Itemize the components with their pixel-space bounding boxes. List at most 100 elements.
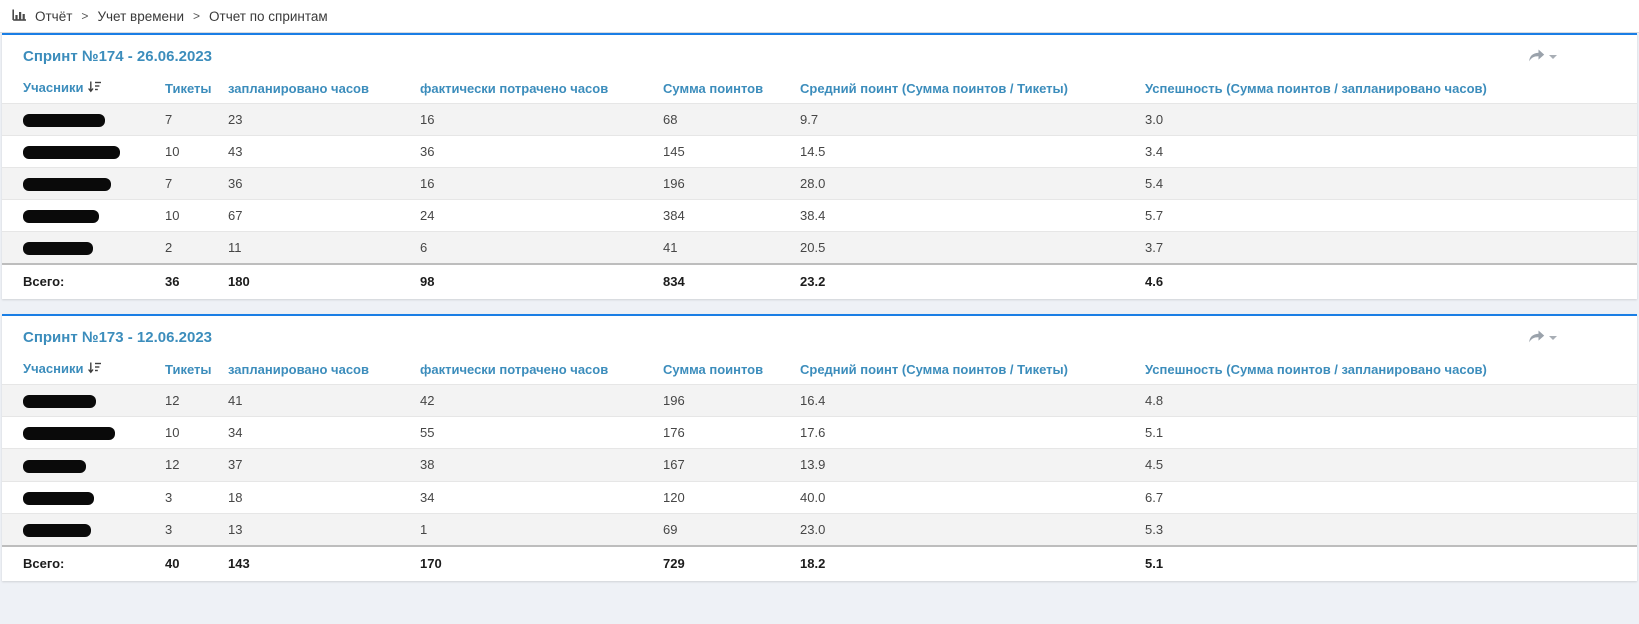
cell-participant	[2, 417, 165, 449]
cell-success: 5.1	[1145, 425, 1164, 441]
cell-avg: 17.6	[800, 425, 826, 441]
cell-tickets: 3	[165, 521, 173, 537]
column-header-success[interactable]: Успешность (Сумма поинтов / запланирован…	[1145, 361, 1487, 377]
cell-points: 41	[663, 240, 678, 256]
table-row: 12 37 38 167 13.9 4.5	[2, 448, 1637, 481]
table-row: 12 41 42 196 16.4 4.8	[2, 384, 1637, 417]
cell-participant	[2, 104, 165, 136]
table-header-row: Учасники Тикеты запланировано часов факт…	[2, 74, 1637, 104]
totals-points: 729	[663, 555, 685, 571]
column-header-participants[interactable]: Учасники	[2, 74, 165, 104]
cell-spent: 1	[420, 521, 428, 537]
cell-tickets: 12	[165, 393, 180, 409]
column-header-spent-hours[interactable]: фактически потрачено часов	[420, 361, 609, 377]
share-button[interactable]	[1528, 330, 1557, 344]
cell-success: 3.4	[1145, 144, 1164, 160]
sort-desc-icon	[88, 362, 102, 377]
totals-spent: 98	[420, 274, 435, 290]
column-header-avg-point[interactable]: Средний поинт (Сумма поинтов / Тикеты)	[800, 80, 1068, 96]
column-header-points-sum[interactable]: Сумма поинтов	[663, 80, 764, 96]
column-header-participants[interactable]: Учасники	[2, 355, 165, 385]
totals-avg: 23.2	[800, 274, 826, 290]
cell-success: 3.7	[1145, 240, 1164, 256]
cell-participant	[2, 449, 165, 481]
cell-points: 69	[663, 521, 678, 537]
totals-spent: 170	[420, 555, 442, 571]
cell-spent: 34	[420, 489, 435, 505]
column-header-planned-hours[interactable]: запланировано часов	[228, 361, 369, 377]
totals-label: Всего:	[23, 555, 65, 571]
breadcrumb-item-time-tracking[interactable]: Учет времени	[97, 8, 185, 24]
cell-avg: 9.7	[800, 112, 819, 128]
totals-points: 834	[663, 274, 685, 290]
cell-spent: 38	[420, 457, 435, 473]
cell-points: 167	[663, 457, 685, 473]
cell-tickets: 10	[165, 425, 180, 441]
cell-planned: 18	[228, 489, 243, 505]
table-row: 10 34 55 176 17.6 5.1	[2, 416, 1637, 449]
cell-points: 196	[663, 393, 685, 409]
table-row: 2 11 6 41 20.5 3.7	[2, 231, 1637, 265]
table-row: 10 43 36 145 14.5 3.4	[2, 135, 1637, 168]
redacted-participant-name	[23, 395, 96, 409]
cell-tickets: 10	[165, 144, 180, 160]
totals-avg: 18.2	[800, 555, 826, 571]
cell-planned: 34	[228, 425, 243, 441]
cell-avg: 16.4	[800, 393, 826, 409]
cell-planned: 36	[228, 176, 243, 192]
sprint-table: Учасники Тикеты запланировано часов факт…	[2, 355, 1637, 581]
breadcrumb-item-report[interactable]: Отчёт	[35, 8, 73, 24]
breadcrumb: Отчёт > Учет времени > Отчет по спринтам	[0, 0, 1639, 33]
redacted-participant-name	[23, 427, 115, 441]
cell-planned: 41	[228, 393, 243, 409]
cell-points: 120	[663, 489, 685, 505]
breadcrumb-item-sprint-report: Отчет по спринтам	[209, 8, 328, 24]
table-row: 10 67 24 384 38.4 5.7	[2, 199, 1637, 232]
cell-spent: 6	[420, 240, 428, 256]
cell-points: 145	[663, 144, 685, 160]
cell-participant	[2, 481, 165, 513]
cell-tickets: 3	[165, 489, 173, 505]
totals-row: Всего: 36 180 98 834 23.2 4.6	[2, 264, 1637, 300]
cell-spent: 16	[420, 176, 435, 192]
cell-tickets: 7	[165, 176, 173, 192]
cell-planned: 13	[228, 521, 243, 537]
column-header-points-sum[interactable]: Сумма поинтов	[663, 361, 764, 377]
cell-success: 5.7	[1145, 208, 1164, 224]
cell-planned: 67	[228, 208, 243, 224]
table-row: 7 23 16 68 9.7 3.0	[2, 103, 1637, 136]
share-button[interactable]	[1528, 49, 1557, 63]
cell-spent: 36	[420, 144, 435, 160]
redacted-participant-name	[23, 459, 86, 473]
column-header-spent-hours[interactable]: фактически потрачено часов	[420, 80, 609, 96]
column-header-success[interactable]: Успешность (Сумма поинтов / запланирован…	[1145, 80, 1487, 96]
column-header-avg-point[interactable]: Средний поинт (Сумма поинтов / Тикеты)	[800, 361, 1068, 377]
breadcrumb-separator: >	[81, 9, 89, 23]
totals-tickets: 36	[165, 274, 180, 290]
column-header-planned-hours[interactable]: запланировано часов	[228, 80, 369, 96]
chevron-down-icon	[1549, 336, 1557, 341]
chevron-down-icon	[1549, 55, 1557, 59]
share-icon	[1529, 330, 1545, 343]
cell-avg: 23.0	[800, 521, 826, 537]
share-icon	[1529, 49, 1545, 62]
table-row: 3 13 1 69 23.0 5.3	[2, 513, 1637, 546]
panel-title: Спринт №174 - 26.06.2023	[23, 48, 213, 65]
table-row: 3 18 34 120 40.0 6.7	[2, 481, 1637, 513]
totals-success: 4.6	[1145, 274, 1164, 290]
redacted-participant-name	[23, 146, 120, 160]
cell-points: 176	[663, 425, 685, 441]
sprint-panel-174: Спринт №174 - 26.06.2023 Учасники Тикеты…	[2, 33, 1637, 300]
totals-success: 5.1	[1145, 555, 1164, 571]
column-header-tickets[interactable]: Тикеты	[165, 80, 212, 96]
redacted-participant-name	[23, 210, 99, 224]
table-header-row: Учасники Тикеты запланировано часов факт…	[2, 355, 1637, 385]
cell-planned: 23	[228, 112, 243, 128]
column-header-tickets[interactable]: Тикеты	[165, 361, 212, 377]
cell-success: 3.0	[1145, 112, 1164, 128]
cell-spent: 24	[420, 208, 435, 224]
cell-participant	[2, 200, 165, 232]
sort-desc-icon	[88, 81, 102, 96]
cell-success: 5.4	[1145, 176, 1164, 192]
cell-points: 196	[663, 176, 685, 192]
